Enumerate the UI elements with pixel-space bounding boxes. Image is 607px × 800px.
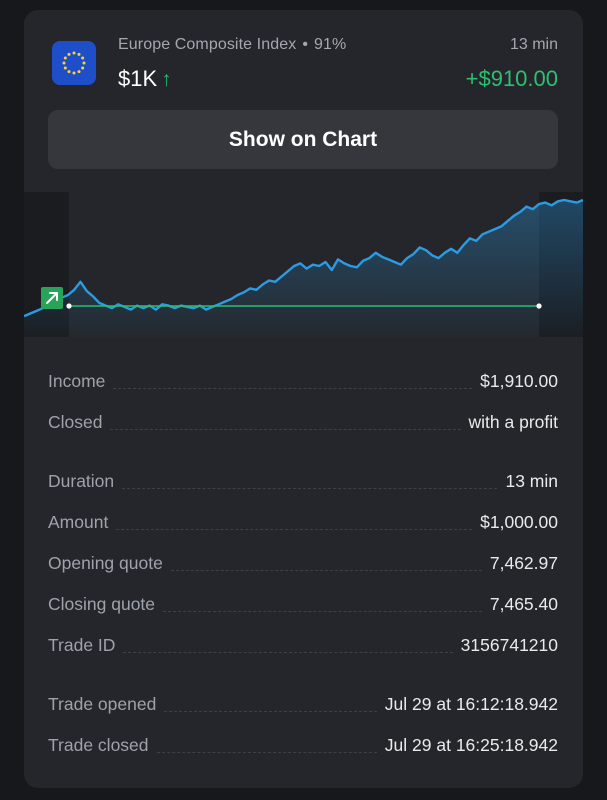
trade-duration: 13 min (509, 36, 558, 53)
dotted-leader (156, 752, 377, 753)
price-line (24, 198, 583, 318)
trade-opened-label: Trade opened (48, 694, 157, 714)
income-label: Income (48, 371, 106, 391)
detail-row-closing-quote: Closing quote 7,465.40 (48, 589, 558, 615)
dotted-leader (123, 652, 453, 653)
closed-label: Closed (48, 412, 103, 432)
income-value: $1,910.00 (480, 371, 558, 391)
eu-star (77, 70, 81, 74)
trade-id-value[interactable]: 3156741210 (460, 635, 558, 655)
entry-point (66, 303, 72, 309)
eu-star (67, 52, 71, 56)
dotted-leader (170, 570, 482, 571)
dotted-leader (164, 711, 377, 712)
closing-quote-value: 7,465.40 (489, 594, 558, 614)
dotted-leader (122, 488, 498, 489)
trade-opened-value: Jul 29 at 16:12:18.942 (384, 694, 558, 714)
duration-value: 13 min (505, 471, 558, 491)
detail-row-trade-opened: Trade opened Jul 29 at 16:12:18.942 (48, 689, 558, 715)
amount-value: $1,000.00 (480, 512, 558, 532)
detail-row-opening-quote: Opening quote 7,462.97 (48, 548, 558, 574)
opening-quote-label: Opening quote (48, 553, 163, 573)
dotted-leader (110, 429, 461, 430)
trade-closed-value: Jul 29 at 16:25:18.942 (384, 735, 558, 755)
trade-details-card: Europe Composite Index • 91% $1K ↑ 13 min +… (24, 10, 583, 788)
payout-percent: 91% (314, 36, 347, 53)
eu-star (81, 56, 85, 60)
asset-title: Europe Composite Index • 91% (118, 36, 346, 54)
detail-row-closed: Closed with a profit (48, 407, 558, 433)
dotted-leader (116, 529, 473, 530)
trade-header: Europe Composite Index • 91% $1K ↑ 13 min +… (24, 10, 583, 102)
eu-star (63, 56, 67, 60)
investment-value: $1K (118, 66, 158, 91)
trade-mini-chart[interactable] (24, 192, 583, 337)
price-area (24, 200, 583, 337)
detail-row-income: Income $1,910.00 (48, 366, 558, 392)
detail-row-amount: Amount $1,000.00 (48, 507, 558, 533)
eu-star (72, 51, 76, 55)
profit-amount: +$910.00 (465, 66, 558, 91)
trade-id-label: Trade ID (48, 635, 116, 655)
eu-star (63, 66, 67, 70)
amount-label: Amount (48, 512, 109, 532)
eu-star (82, 61, 86, 65)
investment-amount: $1K ↑ (118, 66, 172, 92)
eu-stars-icon (62, 51, 86, 75)
dotted-leader (163, 611, 482, 612)
duration-label: Duration (48, 471, 115, 491)
dotted-leader (113, 388, 473, 389)
eu-star (67, 70, 71, 74)
trade-closed-label: Trade closed (48, 735, 149, 755)
arrow-up-right-icon (41, 287, 63, 309)
detail-row-duration: Duration 13 min (48, 466, 558, 492)
eu-star (77, 52, 81, 56)
asset-name: Europe Composite Index (118, 36, 297, 53)
show-on-chart-button[interactable]: Show on Chart (48, 110, 558, 169)
exit-point (536, 303, 542, 309)
eu-star (81, 66, 85, 70)
title-separator: • (302, 36, 309, 53)
closing-quote-label: Closing quote (48, 594, 156, 614)
arrow-up-icon: ↑ (161, 68, 172, 91)
closed-value: with a profit (468, 412, 558, 432)
detail-row-trade-closed: Trade closed Jul 29 at 16:25:18.942 (48, 730, 558, 756)
eu-star (72, 71, 76, 75)
eu-star (62, 61, 66, 65)
detail-row-trade-id: Trade ID 3156741210 (48, 630, 558, 656)
opening-quote-value: 7,462.97 (489, 553, 558, 573)
eu-flag-icon (52, 41, 96, 85)
